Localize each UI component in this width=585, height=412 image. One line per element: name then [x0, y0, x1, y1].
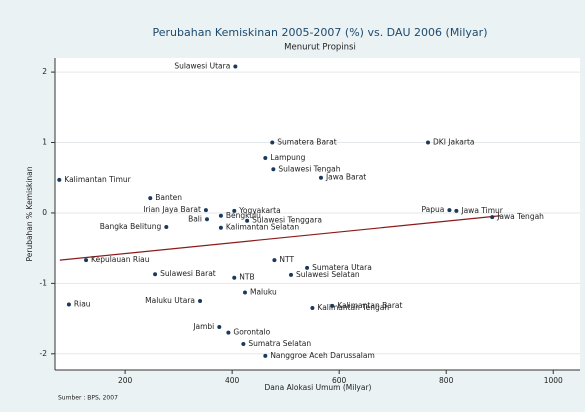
point-label: DKI Jakarta [433, 138, 475, 147]
point-label: NTB [239, 273, 254, 282]
point-label: Gorontalo [233, 328, 270, 337]
point [330, 303, 335, 308]
x-tick-label: 1000 [544, 376, 563, 385]
point-label: Jawa Timur [460, 206, 503, 215]
point [232, 275, 237, 280]
point-label: Kalimantan Timur [64, 175, 131, 184]
point [218, 213, 223, 218]
point [217, 325, 222, 330]
point-label: Yogyakarta [238, 206, 280, 215]
point-label: Riau [74, 300, 91, 309]
point-label: Maluku [250, 288, 277, 297]
point-label: Bengkulu [226, 211, 261, 220]
point-label: Sumatera Barat [277, 138, 336, 147]
point [490, 215, 495, 220]
x-axis-label: Dana Alokasi Umum (Milyar) [265, 383, 372, 392]
point [226, 330, 231, 335]
point-label: Sulawesi Tenggara [252, 216, 322, 225]
point [272, 258, 277, 263]
point [271, 167, 276, 172]
x-tick-label: 200 [118, 376, 133, 385]
y-tick-label: 0 [42, 208, 47, 217]
y-tick-label: -2 [40, 349, 48, 358]
y-axis-label: Perubahan % Kemiskinan [25, 166, 34, 261]
point [164, 225, 169, 230]
point-label: Kepulauan Riau [91, 255, 150, 264]
point [454, 208, 459, 213]
point-label: Nanggroe Aceh Darussalam [270, 351, 374, 360]
point-label: Bangka Belitung [100, 222, 162, 231]
point [148, 196, 153, 201]
y-tick-label: 1 [42, 138, 47, 147]
point-label: Papua [422, 205, 445, 214]
point [84, 258, 89, 263]
point-label: Kalimantan Tengah [317, 303, 389, 312]
point-label: Bali [188, 214, 202, 223]
point [241, 341, 246, 346]
point [245, 218, 250, 223]
point-label: Lampung [270, 153, 305, 162]
point [198, 298, 203, 303]
point [233, 64, 238, 69]
point [310, 306, 315, 311]
point [447, 208, 452, 213]
point [66, 302, 71, 307]
point [57, 177, 62, 182]
point [426, 140, 431, 145]
point-label: Sulawesi Barat [160, 269, 216, 278]
point-label: Jambi [192, 322, 214, 331]
point-label: Sumatra Selatan [248, 339, 311, 348]
point-label: Kalimantan Barat [337, 301, 402, 310]
y-tick-label: 2 [42, 67, 47, 76]
point-label: Irian Jaya Barat [143, 205, 201, 214]
point [153, 272, 158, 277]
plot-area [55, 58, 580, 370]
point-label: Sulawesi Utara [174, 61, 230, 70]
x-tick-label: 800 [439, 376, 454, 385]
point-label: Jawa Tengah [496, 212, 544, 221]
point [318, 175, 323, 180]
point-label: Banten [155, 193, 182, 202]
point-label: Sulawesi Selatan [296, 270, 360, 279]
point-label: Maluku Utara [145, 296, 195, 305]
point-label: NTT [279, 255, 294, 264]
point-label: Sumatera Utara [312, 263, 372, 272]
point [263, 353, 268, 358]
point [305, 265, 310, 270]
point-label: Sulawesi Tengah [278, 164, 340, 173]
chart-title: Perubahan Kemiskinan 2005-2007 (%) vs. D… [153, 26, 488, 39]
point [204, 217, 209, 222]
point-label: Kalimantan Selatan [226, 223, 299, 232]
source: Sumber : BPS, 2007 [58, 395, 118, 402]
x-tick-label: 600 [332, 376, 347, 385]
point [270, 140, 275, 145]
fit-line [59, 215, 501, 261]
chart-subtitle: Menurut Propinsi [284, 43, 356, 53]
point [242, 290, 247, 295]
point [232, 208, 237, 213]
point [218, 225, 223, 230]
x-tick-label: 400 [225, 376, 240, 385]
y-tick-label: -1 [40, 278, 48, 287]
point [263, 156, 268, 161]
point [289, 272, 294, 277]
point [203, 208, 208, 213]
point-label: Jawa Barat [325, 173, 366, 182]
